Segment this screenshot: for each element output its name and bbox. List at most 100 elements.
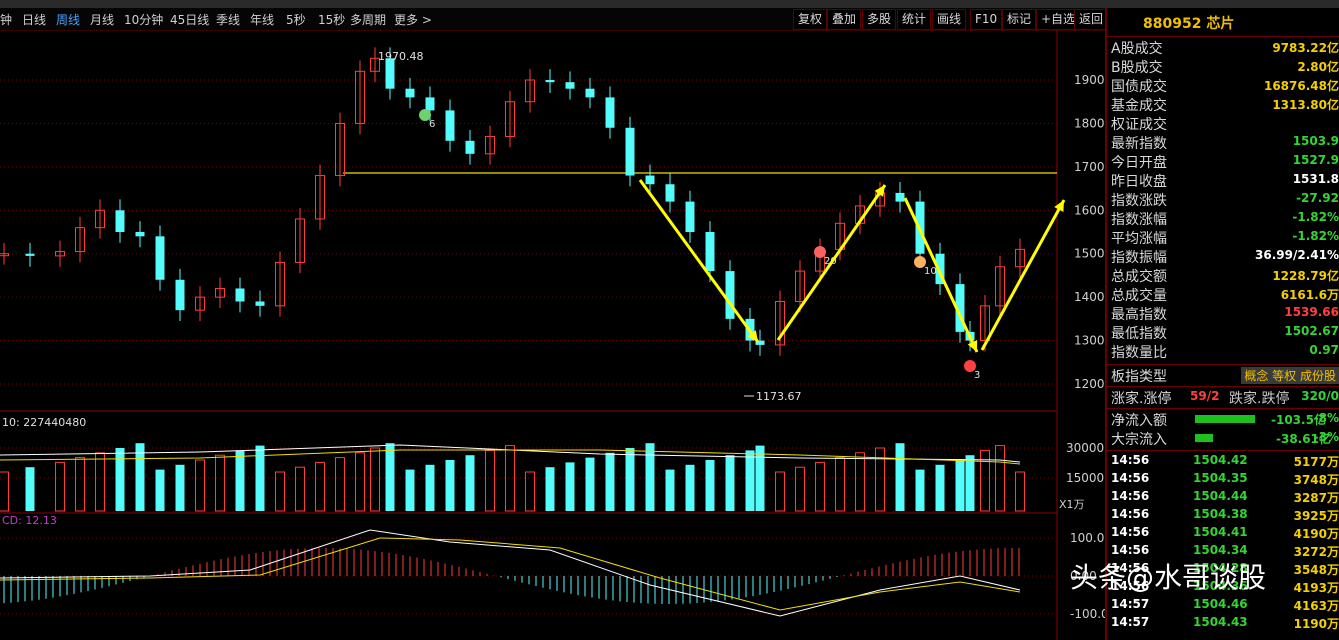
tick-row[interactable]: 14:56 1504.36 4193万 — [1111, 579, 1339, 597]
candle-body — [0, 253, 9, 257]
stat-value: 9783.22亿 — [1272, 41, 1339, 55]
kline-chart-svg[interactable]: 1900 1800 1700 1600 1500 1400 1300 1200 1970.48 1… — [0, 30, 1105, 640]
stat-row: 最高指数 1539.66 — [1111, 304, 1339, 323]
period-tab[interactable]: 日线 — [22, 13, 47, 27]
stat-label: 基金成交 — [1111, 98, 1167, 114]
volume-bar — [755, 445, 765, 511]
period-tab[interactable]: 更多 > — [394, 13, 432, 27]
board-type-value[interactable]: 概念 等权 成份股 — [1241, 367, 1339, 384]
volume-axis-label: 15000 — [1066, 471, 1104, 485]
tick-row[interactable]: 14:56 1504.35 3748万 — [1111, 471, 1339, 489]
tick-row[interactable]: 14:56 1504.38 3925万 — [1111, 507, 1339, 525]
candle-body — [25, 253, 35, 256]
toolbar-button[interactable]: 画线 — [932, 9, 967, 30]
block-inflow-pct: -3% — [1313, 430, 1339, 444]
stat-value: 0.97 — [1309, 343, 1339, 357]
tick-volume: 3272万 — [1293, 545, 1339, 559]
board-type-row: 板指类型 概念 等权 成份股 — [1111, 366, 1339, 385]
panel-title: 880952 芯片 — [1107, 8, 1339, 37]
dea-line — [0, 537, 1021, 611]
period-tab[interactable]: 15秒 — [318, 13, 346, 27]
macd-axis-label: 100.0 — [1070, 531, 1104, 545]
stat-row: A股成交 9783.22亿 — [1111, 38, 1339, 57]
stat-row: 最新指数 1503.9 — [1111, 133, 1339, 152]
volume-bar — [195, 459, 205, 512]
candle-body — [315, 175, 325, 220]
candle-body — [75, 227, 85, 253]
period-tab[interactable]: 45日线 — [170, 13, 210, 27]
toolbar-button[interactable]: 统计 — [897, 9, 932, 30]
tick-row[interactable]: 14:56 1504.42 5177万 — [1111, 453, 1339, 471]
volume-bar — [95, 452, 105, 512]
tick-price: 1504.46 — [1193, 597, 1248, 611]
price-axis-label: 1200 — [1074, 377, 1105, 391]
volume-label: 10: 227440480 — [2, 416, 86, 429]
toolbar-button[interactable]: 标记 — [1002, 9, 1037, 30]
volume-bar — [725, 455, 735, 511]
tick-price: 1504.44 — [1193, 489, 1248, 503]
trend-arrow — [980, 199, 1066, 351]
volume-bar — [275, 471, 285, 512]
tick-row[interactable]: 14:56 1504.28 3548万 — [1111, 561, 1339, 579]
period-tab[interactable]: 年线 — [250, 13, 275, 27]
period-tab[interactable]: 5秒 — [286, 13, 306, 27]
tick-row[interactable]: 14:57 1504.43 1190万 — [1111, 615, 1339, 633]
candle-body — [485, 135, 495, 155]
tick-time: 14:56 — [1111, 525, 1150, 539]
tick-row[interactable]: 14:56 1504.34 3272万 — [1111, 543, 1339, 561]
window-top-strip — [0, 0, 1339, 8]
tick-row[interactable]: 14:56 1504.44 3287万 — [1111, 489, 1339, 507]
updown-value: 59/2 — [1190, 389, 1220, 403]
trend-arrow — [638, 179, 760, 343]
stat-label: 昨日收盘 — [1111, 174, 1167, 190]
period-tab[interactable]: 季线 — [216, 13, 241, 27]
candle-body — [585, 88, 595, 98]
price-axis-label: 1700 — [1074, 160, 1105, 174]
updown-row: 涨家.涨停 59/2 跌家.跌停 320/0 — [1111, 388, 1339, 407]
candle-body — [295, 218, 305, 263]
stat-label: 最高指数 — [1111, 307, 1167, 323]
toolbar-button[interactable]: 叠加 — [827, 9, 862, 30]
trend-arrow — [903, 197, 979, 353]
price-axis-label: 1400 — [1074, 290, 1105, 304]
net-inflow-label: 净流入额 — [1111, 413, 1167, 429]
signal-badge-label: 3 — [974, 370, 980, 381]
period-tab[interactable]: 多周期 — [350, 13, 387, 27]
volume-bar — [685, 464, 695, 511]
period-tab[interactable]: 钟 — [0, 13, 13, 27]
volume-bar — [835, 457, 845, 512]
volume-bar — [545, 467, 555, 511]
toolbar-button[interactable]: F10 — [970, 9, 1003, 30]
stat-label: 权证成交 — [1111, 117, 1167, 133]
kline-chart-area[interactable]: 1900 1800 1700 1600 1500 1400 1300 1200 1970.48 1… — [0, 30, 1105, 640]
volume-bar — [565, 462, 575, 511]
separator — [1107, 408, 1339, 409]
volume-bar — [995, 445, 1005, 512]
stat-row: 昨日收盘 1531.8 — [1111, 171, 1339, 190]
stat-label: B股成交 — [1111, 60, 1163, 76]
volume-bar — [980, 449, 990, 512]
candle-body — [135, 232, 145, 237]
period-tab[interactable]: 10分钟 — [124, 13, 164, 27]
toolbar-button[interactable]: 多股 — [862, 9, 897, 30]
period-tab[interactable]: 周线 — [56, 13, 81, 27]
high-marker: 1970.48 — [378, 50, 424, 63]
stat-value: 1531.8 — [1292, 172, 1339, 186]
signal-badge-icon — [914, 256, 926, 268]
stat-label: 最新指数 — [1111, 136, 1167, 152]
trend-arrow-head — [874, 185, 885, 197]
macd-axis-label: 0.00 — [1070, 569, 1097, 583]
tick-volume: 4193万 — [1293, 581, 1339, 595]
toolbar-button[interactable]: 返回 — [1074, 9, 1109, 30]
period-tab[interactable]: 月线 — [90, 13, 115, 27]
volume-bar — [25, 467, 35, 511]
toolbar-button[interactable]: 复权 — [793, 9, 828, 30]
volume-bar — [1015, 471, 1025, 512]
stat-label: 指数振幅 — [1111, 250, 1167, 266]
tick-row[interactable]: 14:56 1504.41 4190万 — [1111, 525, 1339, 543]
stat-row: 指数涨跌 -27.92 — [1111, 190, 1339, 209]
volume-bar — [155, 469, 165, 511]
tick-price: 1504.42 — [1193, 453, 1248, 467]
tick-row[interactable]: 14:57 1504.46 4163万 — [1111, 597, 1339, 615]
volume-bar — [385, 443, 395, 511]
